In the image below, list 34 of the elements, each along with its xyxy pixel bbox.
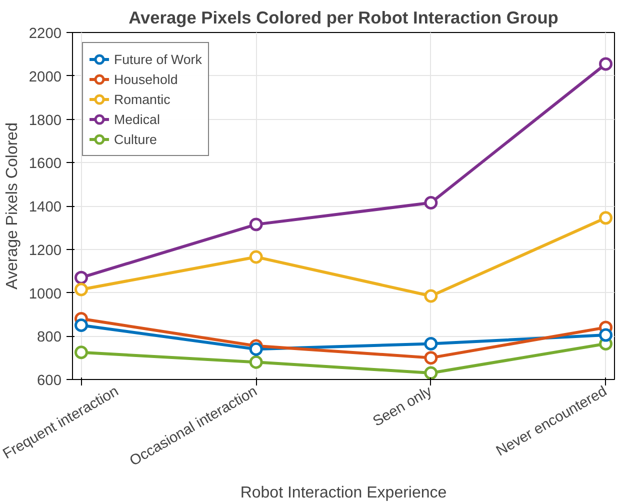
x-tick-label: Seen only (370, 383, 436, 430)
point (74, 346, 88, 360)
point (249, 342, 263, 356)
point (424, 351, 438, 365)
legend-label: Household (114, 72, 178, 86)
point (249, 218, 263, 232)
y-tick-label: 1400 (28, 200, 62, 216)
y-tick-label: 600 (37, 373, 62, 389)
y-tick-label: 1000 (28, 286, 62, 302)
point (424, 289, 438, 303)
legend-label: Culture (114, 132, 157, 146)
point (424, 366, 438, 380)
legend-label: Medical (114, 112, 160, 126)
chart-title: Average Pixels Colored per Robot Interaction Group (128, 8, 558, 28)
point (74, 282, 88, 296)
point (249, 355, 263, 369)
point (599, 57, 613, 71)
point (424, 336, 438, 350)
y-tick-label: 1800 (28, 112, 62, 129)
y-tick-label: 1600 (28, 156, 62, 172)
y-tick-label: 2000 (28, 69, 62, 86)
point (74, 270, 88, 284)
point (599, 328, 613, 342)
legend-label: Romantic (114, 92, 170, 106)
x-axis-title: Robot Interaction Experience (240, 484, 447, 502)
y-axis-title: Average Pixels Colored (4, 122, 21, 290)
point (74, 318, 88, 332)
legend-label: Future of Work (114, 52, 202, 66)
y-tick-label: 800 (37, 330, 62, 346)
y-tick-label: 1200 (28, 242, 62, 259)
point (599, 211, 613, 225)
point (424, 196, 438, 210)
point (249, 250, 263, 264)
y-tick-label: 2200 (28, 26, 62, 42)
